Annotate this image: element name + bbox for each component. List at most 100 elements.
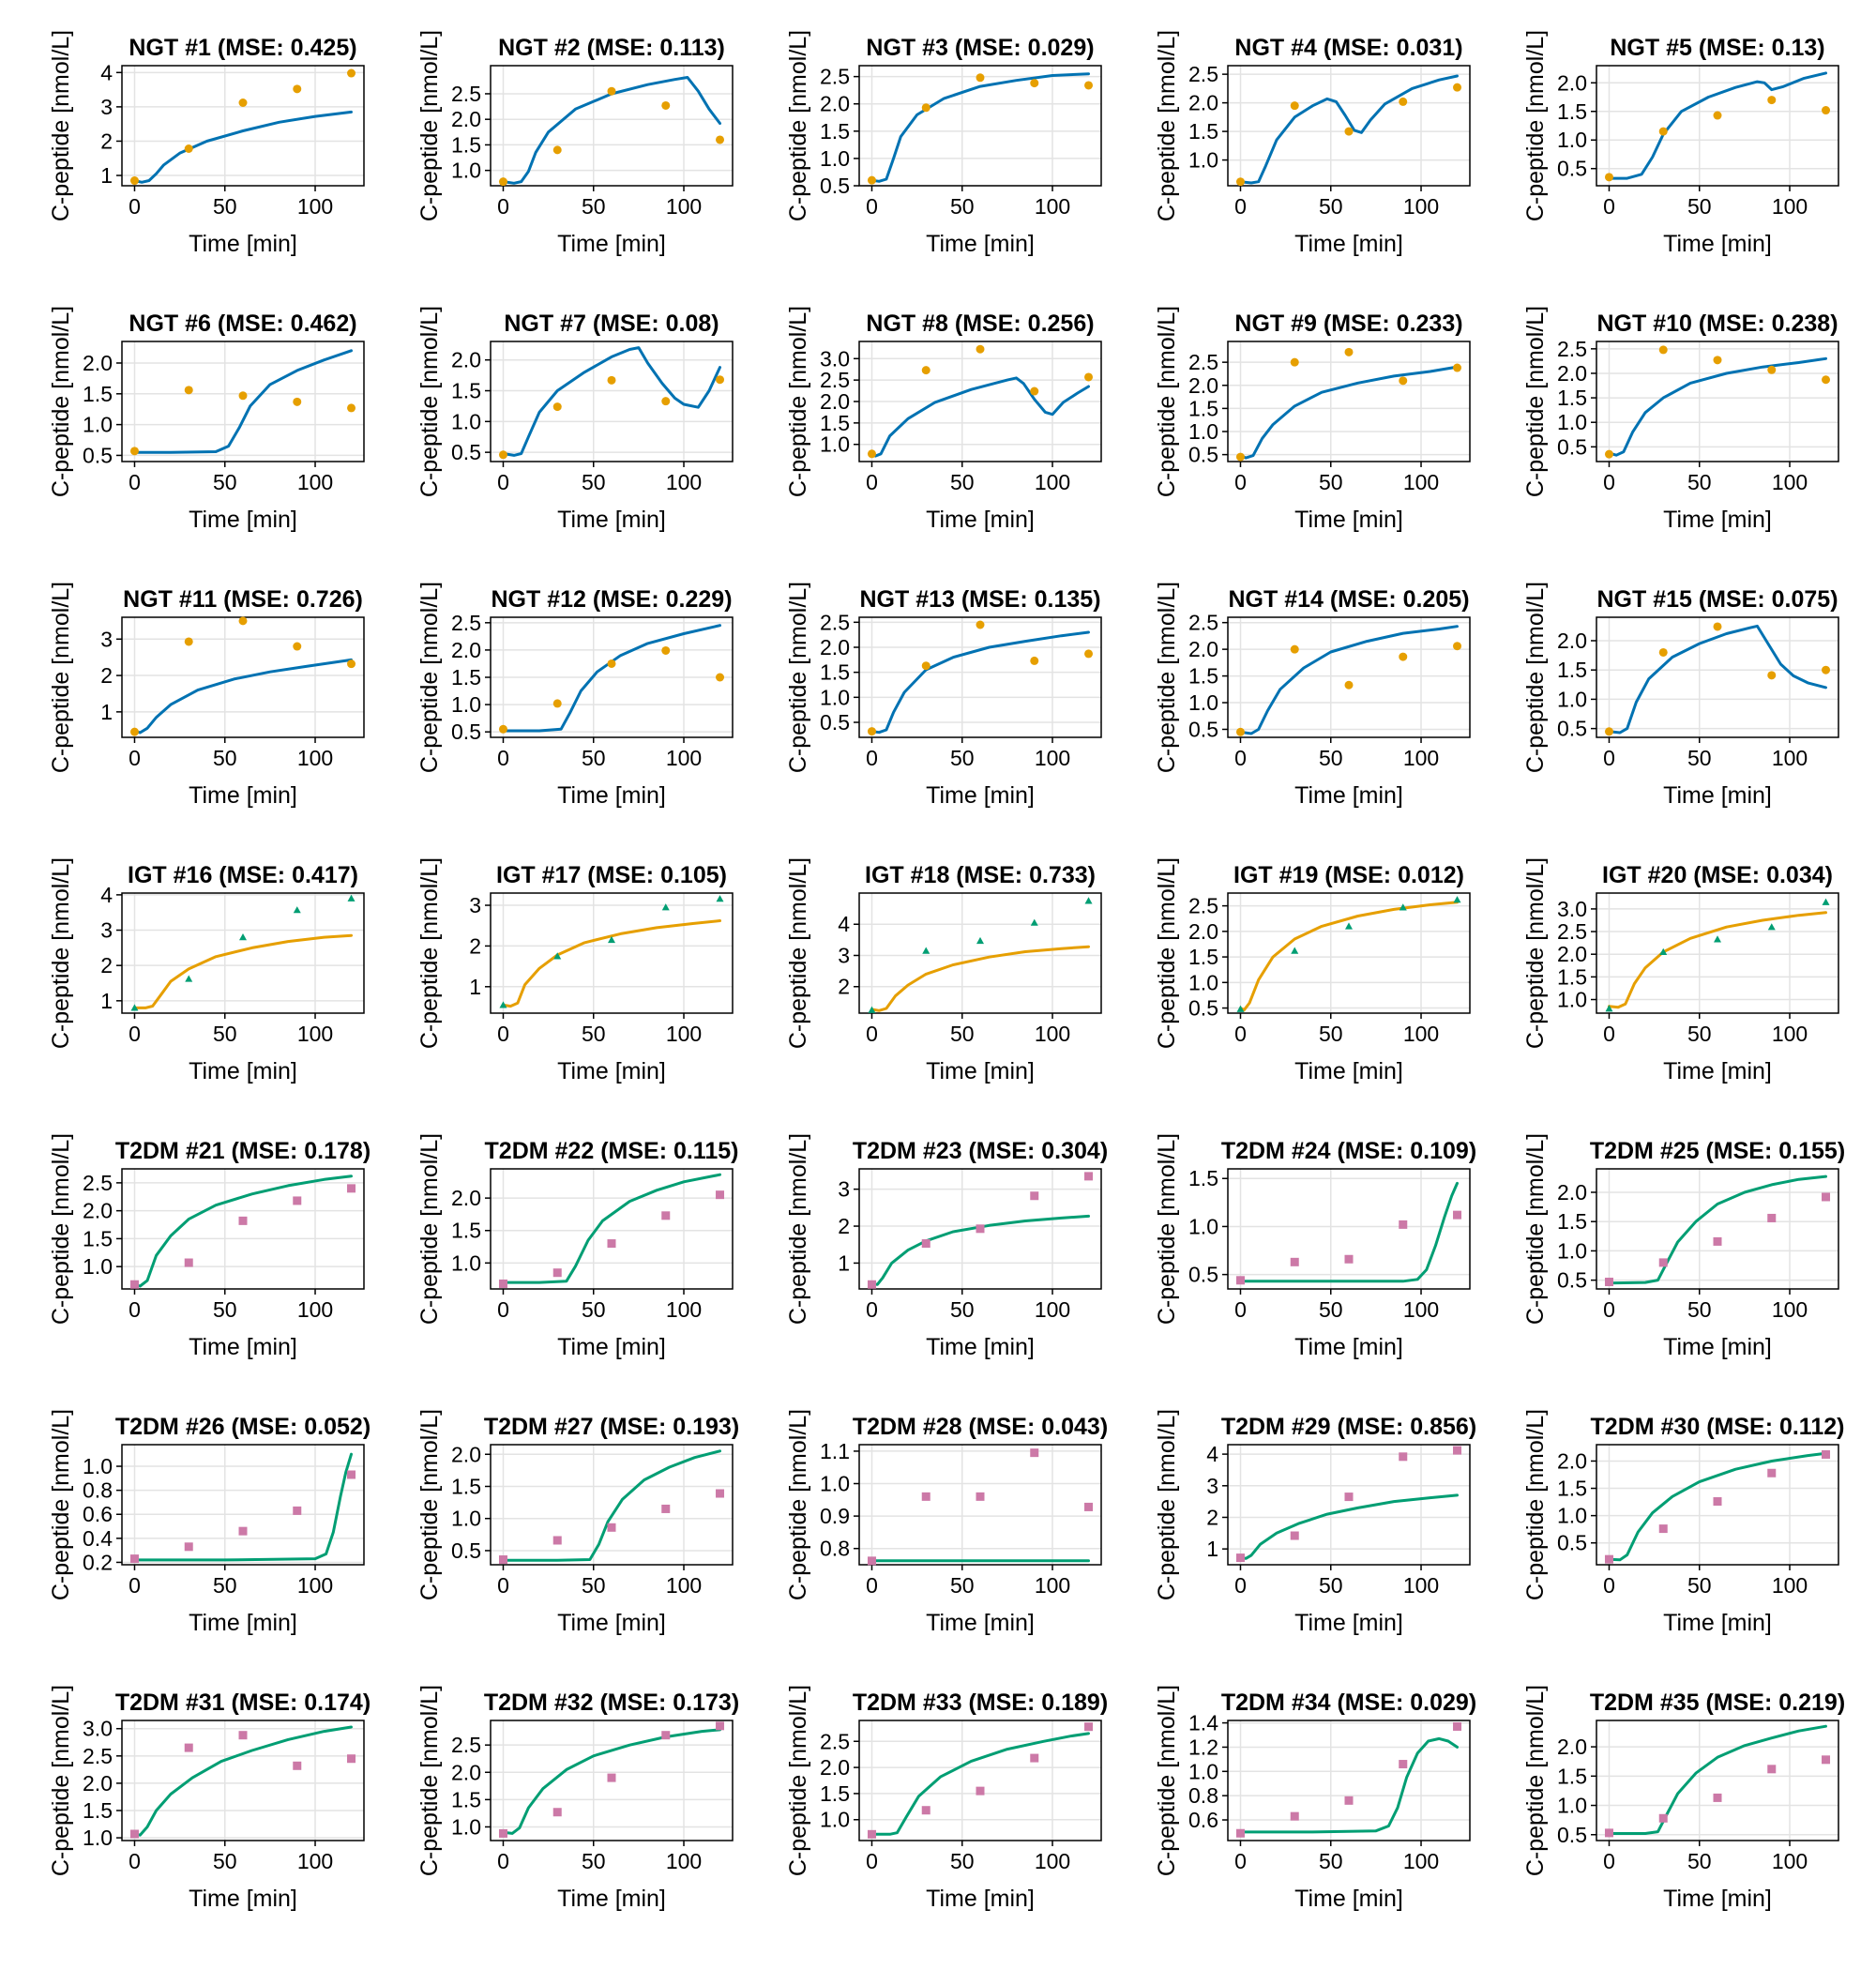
observed-point xyxy=(867,1829,876,1839)
observed-point xyxy=(1344,1254,1354,1264)
y-axis-label: C-peptide [nmol/L] xyxy=(785,306,811,497)
panel-title: NGT #3 (MSE: 0.029) xyxy=(866,35,1094,61)
y-tick-label: 2 xyxy=(100,953,113,977)
x-tick-label: 0 xyxy=(1234,470,1247,494)
y-tick-label: 1.5 xyxy=(1188,119,1218,144)
x-axis-label: Time [min] xyxy=(189,1334,297,1360)
observed-point xyxy=(716,1721,725,1731)
x-axis-label: Time [min] xyxy=(1663,782,1772,809)
fit-line xyxy=(1239,365,1459,460)
x-tick-label: 100 xyxy=(297,470,333,494)
x-tick-label: 50 xyxy=(1319,1849,1343,1873)
plot-frame xyxy=(1227,1168,1471,1290)
observed-point xyxy=(184,1542,193,1552)
plot-frame xyxy=(858,65,1102,187)
panel-6: NGT #6 (MSE: 0.462) 0 50 100 0.5 1.0 1.5 2.0 Tim… xyxy=(48,306,365,533)
observed-point xyxy=(347,1754,356,1764)
observed-point xyxy=(293,906,301,914)
observed-point xyxy=(921,1806,930,1815)
y-tick-label: 0.5 xyxy=(451,720,481,744)
fit-line xyxy=(133,110,353,184)
y-tick-label: 2.0 xyxy=(451,1186,481,1210)
y-tick-label: 2.5 xyxy=(820,65,850,89)
observed-point xyxy=(661,1211,671,1220)
observed-point xyxy=(867,1280,876,1289)
x-tick-label: 50 xyxy=(213,470,237,494)
observed-point xyxy=(607,659,616,668)
observed-point xyxy=(1604,1278,1613,1287)
x-tick-label: 50 xyxy=(1319,1022,1343,1046)
y-tick-label: 1 xyxy=(100,163,113,188)
x-tick-label: 0 xyxy=(866,1849,878,1873)
y-tick-label: 0.5 xyxy=(1557,1268,1587,1293)
y-axis-label: C-peptide [nmol/L] xyxy=(48,1685,74,1876)
panel-title: T2DM #22 (MSE: 0.115) xyxy=(485,1138,739,1164)
fit-line xyxy=(1239,74,1459,185)
observed-point xyxy=(716,895,724,902)
observed-point xyxy=(867,1556,876,1566)
plot-frame xyxy=(1596,892,1839,1014)
y-tick-label: 2.5 xyxy=(820,368,850,392)
panel-title: NGT #7 (MSE: 0.08) xyxy=(504,311,719,337)
y-tick-label: 1.0 xyxy=(820,1472,850,1496)
observed-point xyxy=(1290,1531,1299,1540)
y-axis-label: C-peptide [nmol/L] xyxy=(1154,857,1180,1049)
y-tick-label: 1.0 xyxy=(451,1814,481,1839)
observed-point xyxy=(1453,363,1462,372)
observed-point xyxy=(293,1761,302,1770)
observed-point xyxy=(1399,1220,1408,1229)
fit-line xyxy=(1608,1451,1827,1562)
x-tick-label: 50 xyxy=(582,194,606,219)
panel-7: NGT #7 (MSE: 0.08) 0 50 100 0.5 1.0 1.5 2.0 Time… xyxy=(416,306,734,533)
x-tick-label: 100 xyxy=(1035,470,1070,494)
observed-point xyxy=(347,1470,356,1479)
y-tick-label: 1.0 xyxy=(1188,970,1218,994)
x-tick-label: 0 xyxy=(1234,1849,1247,1873)
observed-point xyxy=(608,935,615,944)
x-axis-label: Time [min] xyxy=(557,231,666,257)
x-tick-label: 0 xyxy=(866,1297,878,1322)
x-tick-label: 50 xyxy=(1687,1022,1712,1046)
y-tick-label: 1.5 xyxy=(1188,664,1218,689)
observed-point xyxy=(553,952,562,960)
y-axis-label: C-peptide [nmol/L] xyxy=(1154,1409,1180,1600)
y-axis-label: C-peptide [nmol/L] xyxy=(1522,857,1549,1049)
observed-point xyxy=(1235,1553,1245,1563)
observed-point xyxy=(716,135,725,144)
y-tick-label: 1.5 xyxy=(451,1787,481,1811)
x-tick-label: 50 xyxy=(213,1022,237,1046)
x-tick-label: 50 xyxy=(1319,746,1343,770)
y-axis-label: C-peptide [nmol/L] xyxy=(416,1685,443,1876)
y-tick-label: 1 xyxy=(469,975,481,999)
y-tick-label: 2.5 xyxy=(451,1733,481,1757)
y-tick-label: 0.5 xyxy=(820,710,850,735)
x-tick-label: 0 xyxy=(497,194,509,219)
y-axis-label: C-peptide [nmol/L] xyxy=(785,582,811,773)
panel-title: NGT #10 (MSE: 0.238) xyxy=(1596,311,1838,337)
y-tick-label: 3.0 xyxy=(820,346,850,371)
x-axis-label: Time [min] xyxy=(189,1058,297,1084)
panel-title: NGT #9 (MSE: 0.233) xyxy=(1234,311,1462,337)
observed-point xyxy=(1453,896,1461,903)
panel-title: T2DM #27 (MSE: 0.193) xyxy=(484,1414,739,1440)
y-axis-label: C-peptide [nmol/L] xyxy=(1154,582,1180,773)
y-tick-label: 2.0 xyxy=(451,638,481,662)
y-tick-label: 1.5 xyxy=(451,132,481,157)
observed-point xyxy=(1084,1502,1094,1511)
y-tick-label: 2.5 xyxy=(83,1171,113,1195)
observed-point xyxy=(1604,727,1613,736)
panel-3: NGT #3 (MSE: 0.029) 0 50 100 0.5 1.01.5 2.0 2.5… xyxy=(785,30,1102,257)
observed-point xyxy=(1453,83,1462,92)
panel-34: T2DM #34 (MSE: 0.029) 0 50 100 0.60.81.01.21… xyxy=(1154,1685,1476,1912)
observed-point xyxy=(185,975,193,982)
panel-title: NGT #12 (MSE: 0.229) xyxy=(491,586,732,613)
y-tick-label: 3 xyxy=(100,918,113,943)
fit-line xyxy=(870,376,1090,458)
y-tick-label: 0.5 xyxy=(451,440,481,464)
y-tick-label: 1.5 xyxy=(820,1781,850,1806)
y-axis-label: C-peptide [nmol/L] xyxy=(1522,306,1549,497)
x-tick-label: 100 xyxy=(297,1297,333,1322)
panel-16: IGT #16 (MSE: 0.417) 0 50 100 1 2 3 4 Time [min]… xyxy=(48,857,365,1084)
y-tick-label: 0.9 xyxy=(820,1504,850,1528)
y-tick-label: 1.5 xyxy=(820,411,850,435)
